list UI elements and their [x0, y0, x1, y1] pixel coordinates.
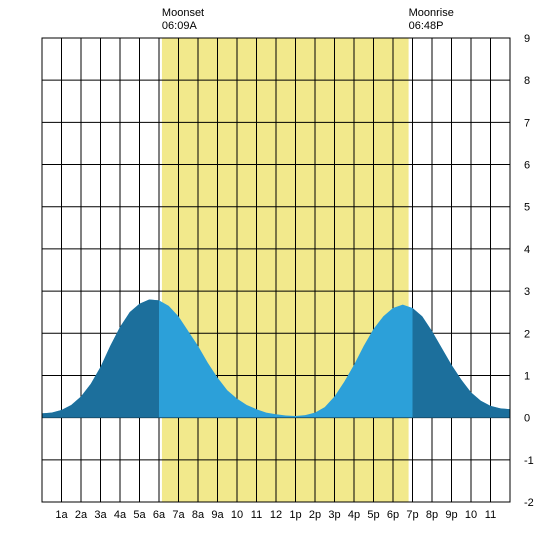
x-tick-label: 7a: [172, 509, 185, 521]
x-tick-label: 4p: [348, 509, 360, 521]
y-tick-label: 5: [524, 202, 530, 214]
y-tick-label: 2: [524, 328, 530, 340]
x-tick-label: 1a: [55, 509, 68, 521]
y-tick-label: 1: [524, 370, 530, 382]
y-tick-label: -2: [524, 497, 534, 509]
x-tick-label: 10: [465, 509, 477, 521]
y-tick-label: 9: [524, 33, 530, 45]
y-tick-label: 6: [524, 160, 530, 172]
x-tick-label: 9p: [445, 509, 457, 521]
daylight-band: [162, 38, 409, 502]
moonset-time: 06:09A: [162, 20, 198, 32]
x-tick-label: 8a: [192, 509, 205, 521]
x-tick-label: 7p: [406, 509, 418, 521]
x-tick-label: 6a: [153, 509, 166, 521]
x-tick-label: 12: [270, 509, 282, 521]
x-tick-label: 3a: [94, 509, 107, 521]
x-tick-label: 5p: [367, 509, 379, 521]
x-tick-label: 11: [251, 509, 262, 521]
tide-chart: 1a2a3a4a5a6a7a8a9a1011121p2p3p4p5p6p7p8p…: [0, 0, 550, 550]
y-tick-label: 3: [524, 286, 530, 298]
x-tick-label: 4a: [114, 509, 127, 521]
x-tick-label: 5a: [133, 509, 146, 521]
x-tick-label: 10: [231, 509, 243, 521]
moonrise-label: Moonrise: [409, 7, 454, 19]
x-tick-label: 9a: [211, 509, 224, 521]
moonset-label: Moonset: [162, 7, 204, 19]
moonrise-time: 06:48P: [409, 20, 444, 32]
y-tick-label: 0: [524, 413, 530, 425]
x-tick-label: 8p: [426, 509, 438, 521]
y-tick-label: 4: [524, 244, 530, 256]
y-tick-label: 8: [524, 75, 530, 87]
x-tick-label: 2a: [75, 509, 88, 521]
x-tick-label: 6p: [387, 509, 399, 521]
x-tick-label: 3p: [328, 509, 340, 521]
x-tick-label: 11: [485, 509, 496, 521]
y-tick-label: -1: [524, 455, 534, 467]
chart-svg: 1a2a3a4a5a6a7a8a9a1011121p2p3p4p5p6p7p8p…: [0, 0, 550, 550]
y-tick-label: 7: [524, 117, 530, 129]
x-tick-label: 2p: [309, 509, 321, 521]
x-tick-label: 1p: [289, 509, 301, 521]
